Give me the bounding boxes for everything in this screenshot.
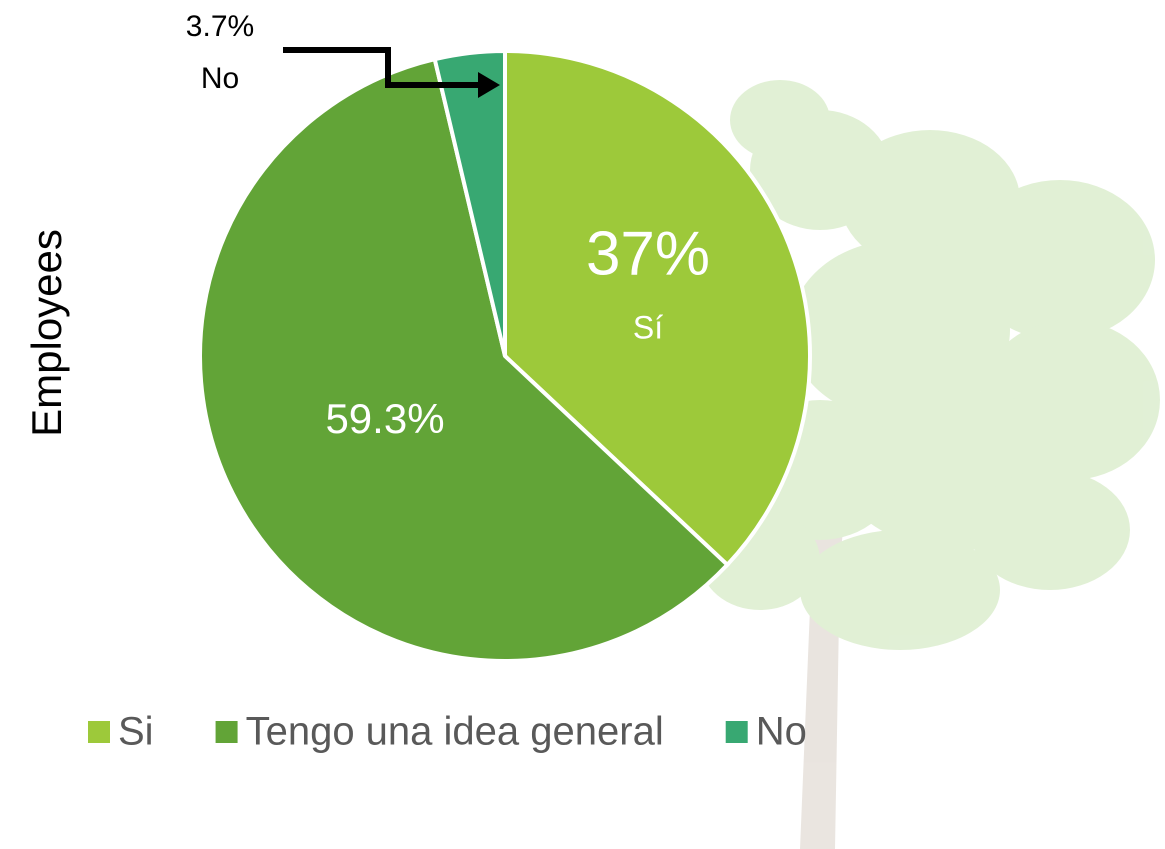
tree-background: [700, 80, 1160, 849]
legend: Si Tengo una idea general No: [88, 710, 807, 754]
legend-swatch: [215, 721, 238, 743]
pie-slice: [503, 48, 812, 568]
value-label: 3.7%: [186, 10, 254, 43]
callout-arrow: [283, 47, 500, 98]
pie-slice: [198, 56, 731, 663]
legend-label: Si: [118, 710, 154, 754]
legend-swatch: [725, 721, 748, 743]
legend-swatch: [88, 721, 110, 743]
legend-label: No: [756, 710, 807, 754]
value-label: 59.3%: [325, 395, 444, 442]
axis-label: Employees: [23, 229, 70, 437]
slice-label: No: [201, 62, 239, 95]
pie: [198, 48, 812, 663]
value-label: 37%: [586, 219, 710, 288]
slice-label: Sí: [633, 309, 663, 345]
pie-slice: [432, 48, 507, 357]
legend-label: Tengo una idea general: [246, 710, 664, 754]
labels: 37% Sí 59.3% 3.7% No: [186, 10, 710, 442]
